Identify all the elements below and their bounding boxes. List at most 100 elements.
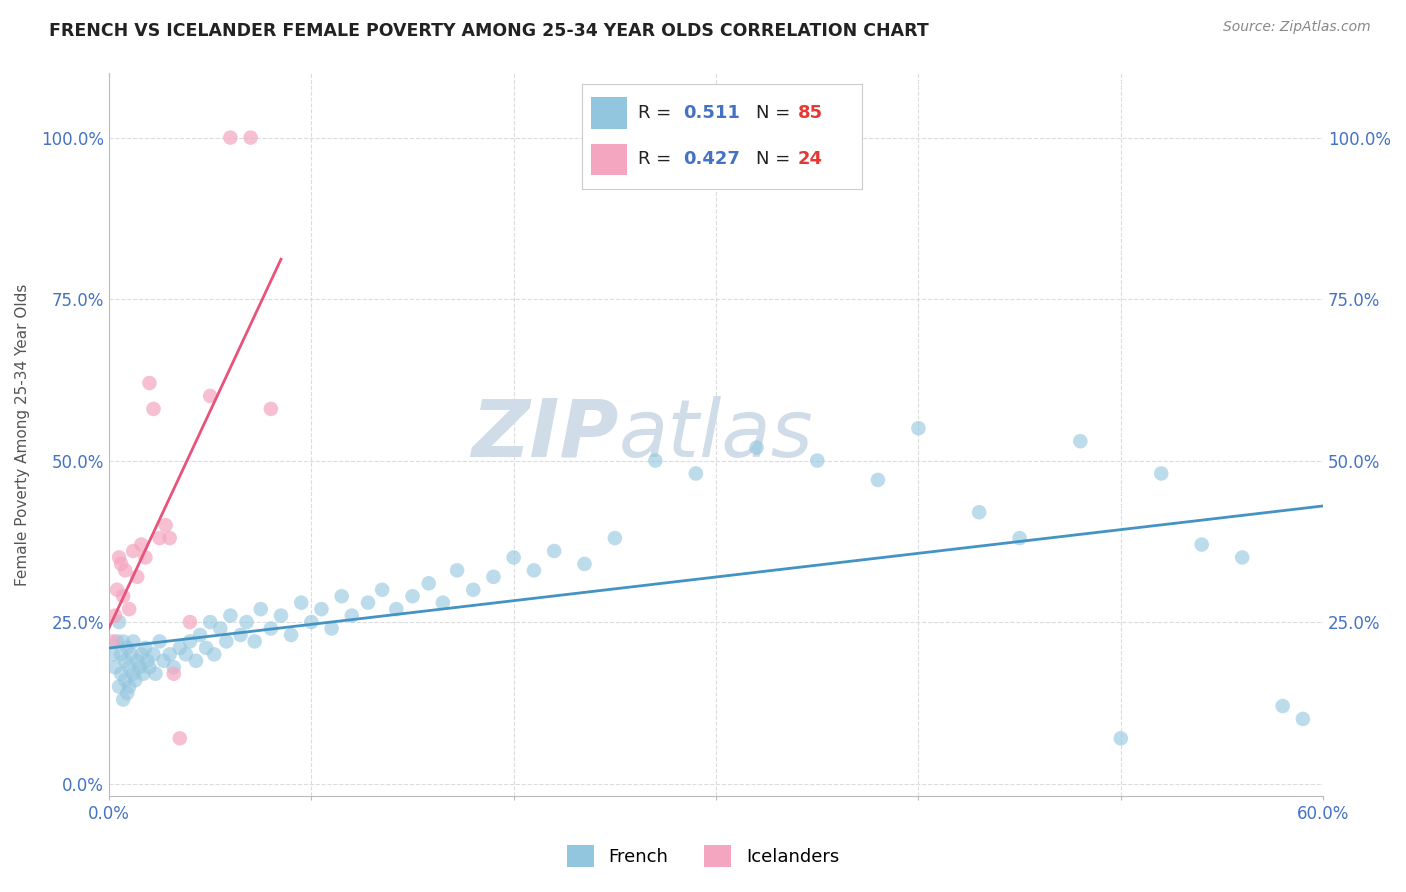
Point <box>174 648 197 662</box>
Point <box>145 666 167 681</box>
Point <box>122 544 145 558</box>
Point <box>179 634 201 648</box>
Point <box>235 615 257 629</box>
Point <box>1150 467 1173 481</box>
Point <box>112 692 135 706</box>
Point <box>122 634 145 648</box>
Point <box>114 563 136 577</box>
Point <box>118 660 141 674</box>
Point <box>138 376 160 390</box>
Point <box>219 608 242 623</box>
Point <box>120 648 142 662</box>
Point <box>806 453 828 467</box>
Point <box>371 582 394 597</box>
Point <box>299 615 322 629</box>
Point <box>502 550 524 565</box>
Point <box>101 634 124 648</box>
Point <box>215 634 238 648</box>
Point <box>105 634 128 648</box>
Point <box>148 531 170 545</box>
Point <box>118 602 141 616</box>
Point <box>163 666 186 681</box>
Point <box>290 596 312 610</box>
Point <box>270 608 292 623</box>
Point <box>169 731 191 746</box>
Point <box>907 421 929 435</box>
Point <box>115 640 138 655</box>
Point <box>280 628 302 642</box>
Text: ZIP: ZIP <box>471 396 619 474</box>
Point <box>132 666 155 681</box>
Point <box>108 615 131 629</box>
Point <box>357 596 380 610</box>
Point <box>446 563 468 577</box>
Point <box>104 660 127 674</box>
Point <box>574 557 596 571</box>
Point <box>114 654 136 668</box>
Point <box>219 130 242 145</box>
Point <box>198 389 221 403</box>
Point <box>1109 731 1132 746</box>
Point <box>1008 531 1031 545</box>
Point <box>1230 550 1253 565</box>
Point <box>249 602 271 616</box>
Point <box>644 453 666 467</box>
Point <box>685 467 707 481</box>
Point <box>482 570 505 584</box>
Point <box>124 673 146 688</box>
Point <box>198 615 221 629</box>
Point <box>260 622 283 636</box>
Point <box>418 576 440 591</box>
Point <box>340 608 363 623</box>
Point <box>148 634 170 648</box>
Point <box>321 622 343 636</box>
Point <box>229 628 252 642</box>
Point <box>169 640 191 655</box>
Point <box>463 582 485 597</box>
Point <box>142 648 165 662</box>
Point <box>127 570 149 584</box>
Point <box>159 531 181 545</box>
Legend: French, Icelanders: French, Icelanders <box>560 838 846 874</box>
Text: FRENCH VS ICELANDER FEMALE POVERTY AMONG 25-34 YEAR OLDS CORRELATION CHART: FRENCH VS ICELANDER FEMALE POVERTY AMONG… <box>49 22 929 40</box>
Point <box>108 680 131 694</box>
Point <box>105 582 128 597</box>
Point <box>243 634 266 648</box>
Point <box>385 602 408 616</box>
Point <box>134 550 156 565</box>
Point <box>603 531 626 545</box>
Point <box>138 660 160 674</box>
Point <box>163 660 186 674</box>
Point <box>311 602 333 616</box>
Text: atlas: atlas <box>619 396 814 474</box>
Point <box>967 505 990 519</box>
Point <box>184 654 207 668</box>
Point <box>543 544 565 558</box>
Point <box>155 518 177 533</box>
Point <box>523 563 546 577</box>
Point <box>1191 537 1213 551</box>
Point <box>110 666 132 681</box>
Text: Source: ZipAtlas.com: Source: ZipAtlas.com <box>1223 20 1371 34</box>
Point <box>101 648 124 662</box>
Point <box>188 628 211 642</box>
Point <box>131 537 153 551</box>
Point <box>128 660 150 674</box>
Point <box>195 640 218 655</box>
Point <box>202 648 225 662</box>
Point <box>127 654 149 668</box>
Point <box>1069 434 1091 449</box>
Point <box>745 441 768 455</box>
Point <box>112 589 135 603</box>
Point <box>122 666 145 681</box>
Point <box>134 640 156 655</box>
Point <box>260 401 283 416</box>
Point <box>432 596 454 610</box>
Point <box>114 673 136 688</box>
Point <box>108 550 131 565</box>
Point <box>131 648 153 662</box>
Point <box>239 130 262 145</box>
Point <box>110 557 132 571</box>
Point <box>136 654 159 668</box>
Y-axis label: Female Poverty Among 25-34 Year Olds: Female Poverty Among 25-34 Year Olds <box>15 284 30 586</box>
